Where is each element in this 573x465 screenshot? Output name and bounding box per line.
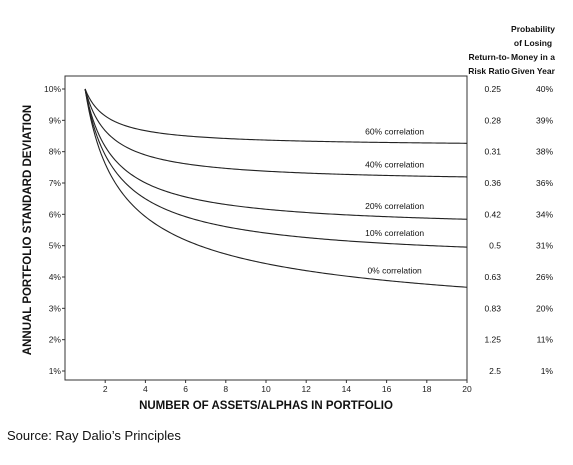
table-cell-probability: 38% [536,147,553,157]
x-tick-label: 12 [301,384,311,394]
table-cell-ratio: 1.25 [484,335,501,345]
series-line [84,88,468,220]
x-tick-label: 18 [422,384,432,394]
x-tick-label: 8 [223,384,228,394]
series-line [84,88,468,144]
table-header-probability: of Losing [514,38,552,48]
series-label: 60% correlation [365,127,424,137]
y-tick-label: 7% [49,178,62,188]
table-cell-ratio: 0.36 [484,178,501,188]
y-tick-label: 10% [44,84,61,94]
series-label: 20% correlation [365,201,424,211]
table-cell-ratio: 0.42 [484,209,501,219]
x-tick-label: 6 [183,384,188,394]
y-tick-label: 6% [49,209,62,219]
series-label: 40% correlation [365,160,424,170]
y-tick-label: 8% [49,147,62,157]
table-header-probability: Given Year [511,66,555,76]
table-cell-probability: 36% [536,178,553,188]
y-tick-label: 4% [49,272,62,282]
table-cell-probability: 34% [536,209,553,219]
table-cell-ratio: 0.63 [484,272,501,282]
table-cell-ratio: 0.28 [484,115,501,125]
x-tick-label: 16 [382,384,392,394]
x-tick-label: 4 [143,384,148,394]
y-axis-title: ANNUAL PORTFOLIO STANDARD DEVIATION [22,105,34,355]
table-cell-probability: 11% [537,335,554,345]
table-cell-ratio: 0.83 [484,303,501,313]
x-axis-title: NUMBER OF ASSETS/ALPHAS IN PORTFOLIO [139,400,393,412]
table-header-probability: Probability [511,24,555,34]
y-tick-label: 2% [49,335,62,345]
series-line [84,88,468,178]
table-header-return-risk: Risk Ratio [468,66,510,76]
y-tick-label: 5% [49,241,62,251]
plot-area: 1% 2% 3% 4% 5% 6% 7% 8% 9% 10% 2 4 6 8 10 12 14 16 18 20 60%… [44,24,556,394]
source-caption: Source: Ray Dalio’s Principles [7,428,181,443]
table-cell-probability: 31% [536,241,553,251]
series-line [84,88,468,248]
y-tick-label: 1% [49,366,62,376]
series-line [84,88,468,288]
series-label: 10% correlation [365,228,424,238]
x-tick-label: 2 [103,384,108,394]
x-tick-label: 14 [342,384,352,394]
table-cell-ratio: 0.31 [484,147,501,157]
table-header-probability: Money in a [511,52,555,62]
table-cell-probability: 20% [536,303,553,313]
table-cell-probability: 1% [541,366,554,376]
y-tick-label: 9% [49,115,62,125]
table-cell-ratio: 0.5 [489,241,501,251]
table-cell-ratio: 2.5 [489,366,501,376]
chart: 1% 2% 3% 4% 5% 6% 7% 8% 9% 10% 2 4 6 8 10 12 14 16 18 20 60%… [22,24,556,412]
x-tick-label: 10 [261,384,271,394]
x-tick-label: 20 [462,384,472,394]
table-cell-ratio: 0.25 [484,84,501,94]
table-cell-probability: 26% [536,272,553,282]
table-cell-probability: 40% [536,84,553,94]
table-cell-probability: 39% [536,115,553,125]
y-tick-label: 3% [49,303,62,313]
table-header-return-risk: Return-to- [468,52,509,62]
series-label: 0% correlation [367,265,422,275]
